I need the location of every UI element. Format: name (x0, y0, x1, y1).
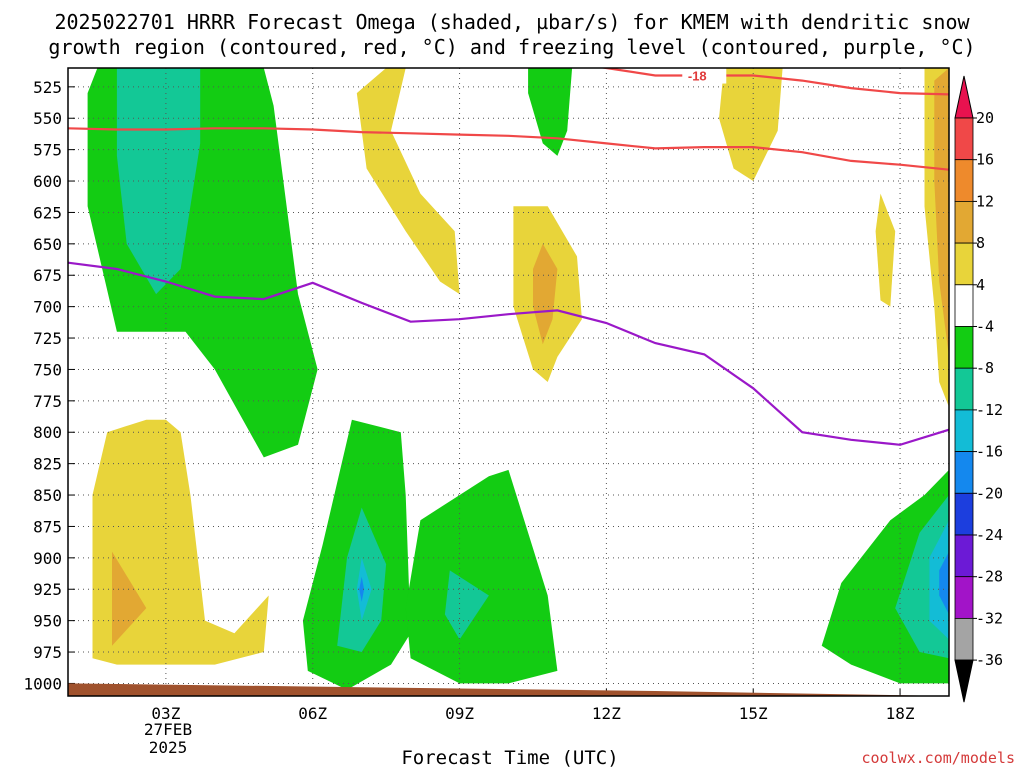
credit-text: coolwx.com/models (861, 749, 1015, 767)
chart-title-line-2: growth region (contoured, red, °C) and f… (48, 35, 975, 59)
colorbar-swatch (954, 117, 974, 161)
y-tick-label: 625 (33, 203, 62, 222)
x-tick-label: 12Z (592, 704, 621, 723)
contour-line-2 (68, 261, 949, 446)
omega-region (356, 557, 372, 621)
colorbar-label: 8 (976, 234, 985, 252)
omega-region (112, 551, 147, 646)
colorbar-label: -36 (976, 651, 1003, 669)
y-tick-label: 575 (33, 141, 62, 160)
contour-lines: -18 (68, 68, 949, 446)
omega-region (528, 68, 573, 156)
colorbar-swatch (954, 451, 974, 494)
grid-lines (68, 68, 949, 696)
colorbar-label: -4 (976, 318, 994, 336)
colorbar-label: -32 (976, 609, 1003, 627)
contour-line-0 (599, 68, 949, 96)
colorbar-label: 12 (976, 192, 994, 210)
colorbar-swatch (954, 159, 974, 202)
colorbar-swatch (954, 409, 974, 452)
colorbar: 20 16 12 8 4 -4 -8 -12 -16 -20 -24 -28 -32 -36 (954, 75, 1003, 703)
colorbar-arrow-bottom (954, 659, 974, 703)
plot-area: -18 (67, 67, 950, 697)
omega-region (405, 469, 558, 684)
y-tick-label: 600 (33, 172, 62, 191)
colorbar-swatch (954, 326, 974, 369)
contour-label: -18 (688, 69, 707, 84)
colorbar-swatch (954, 284, 974, 327)
x-tick-label: 03Z (151, 704, 180, 723)
omega-region (359, 576, 365, 602)
y-tick-label: 950 (33, 612, 62, 631)
x-axis-label: Forecast Time (UTC) (401, 747, 618, 768)
colorbar-label: -20 (976, 484, 1003, 502)
y-tick-label: 825 (33, 455, 62, 474)
y-tick-label: 900 (33, 549, 62, 568)
y-tick-label: 750 (33, 360, 62, 379)
colorbar-label: -12 (976, 401, 1003, 419)
colorbar-label: -24 (976, 526, 1003, 544)
colorbar-swatch (954, 200, 974, 244)
plot-frame (67, 67, 950, 697)
y-tick-label: 850 (33, 486, 62, 505)
y-tick-label: 875 (33, 517, 62, 536)
colorbar-label: 20 (976, 109, 994, 127)
colorbar-label: 16 (976, 151, 994, 169)
colorbar-arrow-top (954, 75, 974, 119)
colorbar-swatch (954, 534, 974, 578)
omega-region (533, 243, 558, 345)
colorbar-swatch (954, 367, 974, 411)
colorbar-label: -16 (976, 443, 1003, 461)
x-tick-label: 15Z (739, 704, 768, 723)
omega-region (934, 68, 949, 357)
y-tick-label: 925 (33, 580, 62, 599)
chart-title-line-1: 2025022701 HRRR Forecast Omega (shaded, … (54, 10, 970, 34)
contour-line-1 (68, 127, 949, 171)
y-tick-label: 1000 (23, 674, 62, 693)
x-year-label: 2025 (149, 738, 188, 757)
y-tick-label: 675 (33, 266, 62, 285)
colorbar-label: -28 (976, 568, 1003, 586)
omega-shaded-regions (87, 68, 949, 690)
colorbar-swatch (954, 492, 974, 536)
colorbar-label: 4 (976, 276, 985, 294)
x-tick-label: 18Z (886, 704, 915, 723)
omega-region (719, 68, 783, 181)
x-tick-label: 09Z (445, 704, 474, 723)
y-tick-labels: 525 550 575 600 625 650 675 700 725 750 775 800 825 8… (23, 78, 62, 694)
omega-region (444, 570, 489, 640)
y-tick-label: 700 (33, 298, 62, 317)
y-tick-label: 650 (33, 235, 62, 254)
omega-region (939, 551, 949, 615)
y-tick-label: 800 (33, 423, 62, 442)
y-tick-label: 725 (33, 329, 62, 348)
x-date-label: 27FEB (144, 720, 192, 739)
x-tick-label: 06Z (298, 704, 327, 723)
x-tick-labels: 03Z 06Z 09Z 12Z 15Z 18Z (151, 704, 914, 723)
terrain-fill (68, 683, 949, 696)
y-tick-label: 550 (33, 109, 62, 128)
colorbar-label: -8 (976, 359, 994, 377)
colorbar-swatch (954, 242, 974, 286)
omega-region (875, 193, 896, 307)
colorbar-swatch (954, 618, 974, 661)
y-tick-label: 975 (33, 643, 62, 662)
y-tick-label: 775 (33, 392, 62, 411)
y-tick-label: 525 (33, 78, 62, 97)
contour-label-bg (682, 68, 727, 84)
colorbar-swatch (954, 576, 974, 619)
